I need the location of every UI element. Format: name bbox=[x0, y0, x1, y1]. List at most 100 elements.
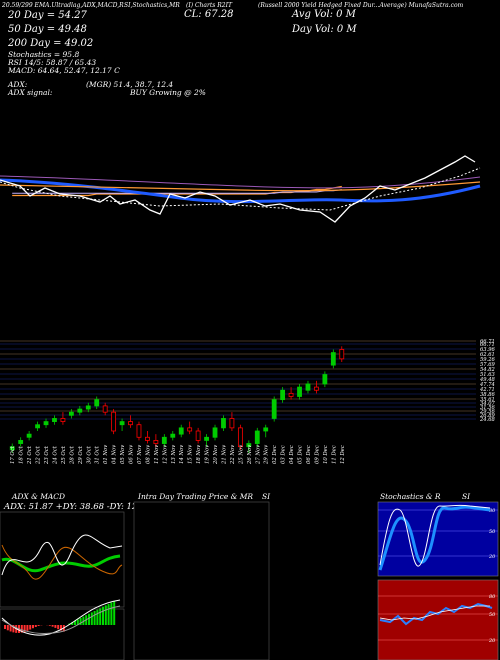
macd-histogram-bar bbox=[110, 602, 113, 625]
price-level-label: 57.69 bbox=[480, 362, 496, 368]
date-label: 19 Nov bbox=[205, 445, 211, 464]
candle-body bbox=[26, 433, 32, 438]
rsi-tick-label: 80 bbox=[489, 594, 496, 600]
date-label: 31 Oct bbox=[95, 445, 101, 464]
date-label: 27 Nov bbox=[255, 445, 261, 465]
macd-histogram-bar bbox=[96, 609, 99, 625]
date-label: 13 Nov bbox=[171, 445, 177, 464]
candle-body bbox=[128, 421, 133, 426]
avg-vol-value: Avg Vol: 0 M bbox=[292, 9, 356, 20]
candle-body bbox=[195, 430, 201, 441]
price-level-label: 66.71 bbox=[480, 342, 495, 348]
date-label: 17 Oct bbox=[10, 445, 16, 464]
adx-panel-frame bbox=[0, 511, 125, 608]
macd-histogram-bar bbox=[113, 601, 116, 625]
price-level-label: 34.07 bbox=[480, 401, 496, 407]
macd-histogram-bar bbox=[104, 605, 107, 625]
candle-body bbox=[212, 427, 218, 438]
rsi-line bbox=[379, 602, 493, 626]
ema-purple-line bbox=[0, 175, 481, 189]
date-label: 26 Nov bbox=[247, 445, 253, 465]
macd-histogram-bar bbox=[54, 625, 57, 628]
date-label: 01 Nov bbox=[103, 445, 109, 464]
ema-orange-line bbox=[0, 181, 481, 192]
macd-histogram-bar bbox=[20, 625, 23, 633]
macd-histogram-bar bbox=[48, 625, 51, 626]
macd-histogram-bar bbox=[74, 620, 76, 625]
date-label: 30 Oct bbox=[86, 445, 92, 464]
candle-body bbox=[305, 383, 311, 391]
macd-histogram-bar bbox=[18, 625, 20, 633]
candle-body bbox=[330, 352, 336, 366]
adx-line bbox=[1, 554, 121, 573]
candle-body bbox=[254, 430, 260, 444]
adx-signal-value: BUY Growing @ 2% bbox=[130, 88, 206, 97]
candle-body bbox=[52, 418, 57, 422]
date-label: 18 Oct bbox=[19, 445, 25, 464]
intraday-panel-title: Intra Day Trading Price & MR bbox=[138, 492, 254, 501]
date-label: 08 Nov bbox=[145, 445, 151, 464]
dma50-value: 50 Day = 49.48 bbox=[8, 24, 87, 35]
candle-body bbox=[280, 389, 286, 401]
date-label: 22 Nov bbox=[230, 445, 236, 465]
macd-histogram-bar bbox=[6, 625, 9, 631]
candle-body bbox=[68, 411, 74, 416]
date-label: 18 Nov bbox=[196, 445, 202, 464]
candle-body bbox=[314, 386, 319, 391]
date-label: 05 Dec bbox=[298, 445, 304, 464]
candle-body bbox=[85, 405, 91, 410]
macd-histogram-bar bbox=[37, 625, 40, 626]
candle-body bbox=[18, 440, 24, 444]
dotted-ema-line bbox=[0, 167, 481, 211]
stoch-tick-label: 50 bbox=[489, 529, 496, 535]
date-label: 12 Dec bbox=[340, 445, 346, 464]
ema50-line bbox=[12, 189, 342, 194]
date-label: 06 Dec bbox=[306, 445, 312, 464]
intraday-panel-si: SI bbox=[262, 492, 271, 501]
candle-body bbox=[94, 399, 100, 407]
day-vol-value: Day Vol: 0 M bbox=[292, 24, 357, 35]
date-label: 20 Nov bbox=[213, 445, 219, 465]
macd-signal-line bbox=[1, 605, 121, 634]
candle-body bbox=[178, 427, 184, 435]
macd-histogram-bar bbox=[82, 616, 85, 625]
price-level-label: 26.89 bbox=[479, 413, 496, 419]
price-level-label: 38.86 bbox=[480, 392, 496, 398]
candle-body bbox=[271, 399, 277, 419]
candle-body bbox=[102, 405, 108, 413]
candle-body bbox=[35, 424, 40, 429]
price-level-label: 66.71 bbox=[480, 339, 495, 345]
macd-histogram-bar bbox=[102, 606, 104, 625]
date-label: 04 Dec bbox=[289, 445, 295, 464]
header-line-mid: SI,Stochastics,MR bbox=[124, 2, 180, 9]
candle-body bbox=[187, 427, 193, 432]
date-label: 21 Nov bbox=[221, 445, 227, 465]
date-label: 02 Dec bbox=[272, 445, 278, 464]
price-level-label: 63.96 bbox=[480, 347, 496, 353]
price-level-label: 59.26 bbox=[480, 357, 496, 363]
date-label: 29 Nov bbox=[264, 445, 270, 465]
price-level-label: 47.74 bbox=[479, 382, 495, 388]
date-label: 15 Nov bbox=[188, 445, 194, 464]
price-line bbox=[0, 155, 476, 223]
candle-body bbox=[263, 427, 269, 432]
macd-histogram-bar bbox=[12, 625, 15, 633]
macd-histogram-bar bbox=[76, 619, 79, 625]
date-label: 10 Dec bbox=[323, 445, 329, 464]
macd-histogram-bar bbox=[4, 625, 6, 629]
candle-body bbox=[288, 392, 294, 397]
stoch-d-line bbox=[378, 505, 491, 571]
adx-panel-values: ADX: 51.87 +DY: 38.68 -DY: 12.42 bbox=[4, 502, 151, 512]
dma20-value: 20 Day = 54.27 bbox=[8, 10, 87, 21]
date-label: 22 Oct bbox=[36, 445, 42, 465]
macd-histogram-bar bbox=[90, 612, 93, 625]
candle-body bbox=[229, 418, 235, 429]
intraday-panel-frame bbox=[133, 501, 270, 660]
price-level-label: 49.48 bbox=[479, 377, 496, 383]
adx-value: (MGR) 51.4, 38.7, 12.4 bbox=[86, 80, 174, 89]
macd-histogram-bar bbox=[107, 604, 110, 625]
date-label: 04 Nov bbox=[112, 445, 118, 464]
date-label: 23 Oct bbox=[44, 445, 50, 465]
date-label: 09 Dec bbox=[314, 445, 320, 464]
date-label: 25 Oct bbox=[61, 445, 67, 465]
